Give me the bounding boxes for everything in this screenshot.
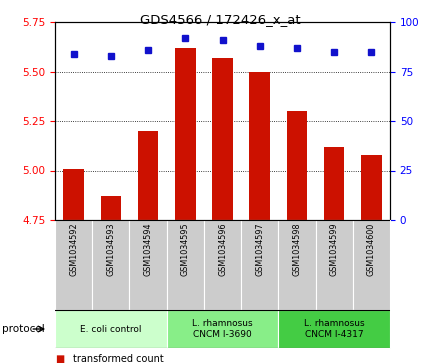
Bar <box>315 220 353 310</box>
Bar <box>63 168 84 220</box>
Bar <box>92 220 129 310</box>
Text: GSM1034593: GSM1034593 <box>106 223 115 276</box>
Bar <box>279 220 315 310</box>
Bar <box>353 220 390 310</box>
Bar <box>204 220 241 310</box>
Text: L. rhamnosus
CNCM I-4317: L. rhamnosus CNCM I-4317 <box>304 319 364 339</box>
Text: GSM1034596: GSM1034596 <box>218 223 227 276</box>
Bar <box>138 131 158 220</box>
Text: GDS4566 / 172426_x_at: GDS4566 / 172426_x_at <box>139 13 301 26</box>
Bar <box>361 155 381 220</box>
Text: protocol: protocol <box>2 324 45 334</box>
Bar <box>129 220 167 310</box>
Bar <box>249 72 270 220</box>
Bar <box>212 58 233 220</box>
Text: L. rhamnosus
CNCM I-3690: L. rhamnosus CNCM I-3690 <box>192 319 253 339</box>
Text: ■: ■ <box>55 354 64 363</box>
Text: GSM1034598: GSM1034598 <box>293 223 301 276</box>
Bar <box>55 220 92 310</box>
Text: transformed count: transformed count <box>73 354 163 363</box>
Text: E. coli control: E. coli control <box>80 325 142 334</box>
Bar <box>101 196 121 220</box>
Text: GSM1034594: GSM1034594 <box>143 223 153 276</box>
Text: GSM1034592: GSM1034592 <box>69 223 78 276</box>
Text: GSM1034599: GSM1034599 <box>330 223 339 276</box>
Bar <box>167 310 279 348</box>
Bar <box>287 111 307 220</box>
Bar <box>167 220 204 310</box>
Bar <box>175 48 195 220</box>
Bar <box>55 310 167 348</box>
Bar <box>279 310 390 348</box>
Bar <box>241 220 279 310</box>
Text: GSM1034597: GSM1034597 <box>255 223 264 276</box>
Text: GSM1034595: GSM1034595 <box>181 223 190 276</box>
Bar <box>324 147 345 220</box>
Text: GSM1034600: GSM1034600 <box>367 223 376 276</box>
